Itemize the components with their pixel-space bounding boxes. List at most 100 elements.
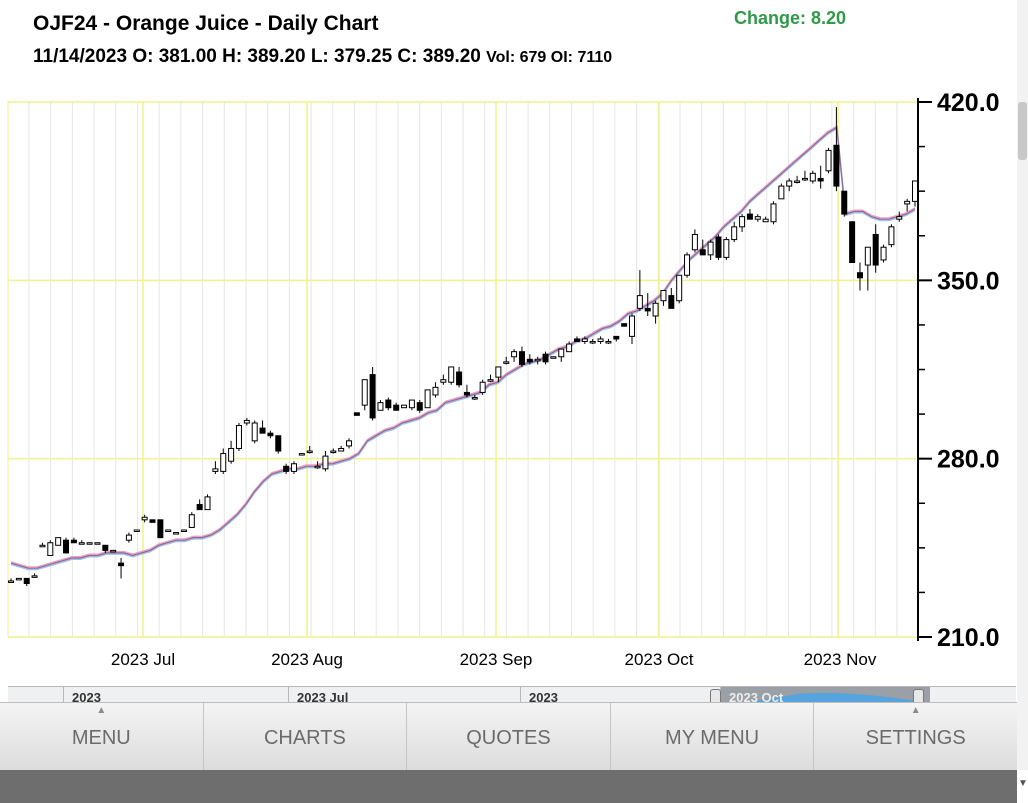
x-tick-label: 2023 Nov [804, 650, 877, 669]
candle-body [440, 379, 447, 383]
candle-body [731, 226, 738, 241]
candle-body [369, 374, 376, 419]
candle-body [235, 425, 242, 449]
candle-body [715, 236, 722, 258]
candle-body [872, 233, 879, 266]
settings-button-label: SETTINGS [865, 727, 966, 749]
candle-body [165, 529, 172, 532]
candle-body [644, 307, 651, 312]
candle-body [306, 450, 313, 454]
candle-body [794, 180, 801, 183]
scrollbar-thumb[interactable] [1018, 102, 1027, 160]
candle-body [463, 391, 470, 396]
candle-body [251, 422, 258, 442]
candle-body [699, 249, 706, 256]
candle-body [739, 216, 746, 228]
moving-average-line [10, 126, 916, 569]
candle-body [597, 338, 604, 342]
vol-oi: Vol: 679 OI: 7110 [486, 49, 613, 66]
candle-body [259, 427, 266, 434]
x-tick-label: 2023 Aug [271, 650, 343, 669]
chevron-up-icon: ▲ [910, 705, 921, 716]
candle-body [149, 519, 156, 523]
candle-body [817, 177, 824, 182]
x-tick-label: 2023 Jul [111, 650, 175, 669]
my-menu-button[interactable]: MY MENU [611, 703, 815, 771]
candle-body [322, 455, 329, 470]
candle-body [15, 577, 22, 581]
candle-body [393, 404, 400, 411]
candle-body [621, 323, 628, 327]
candle-body [707, 241, 714, 256]
candle-body [904, 200, 911, 205]
candle-body [70, 539, 77, 544]
candle-body [456, 371, 463, 386]
quotes-button[interactable]: QUOTES [407, 703, 611, 771]
candle-body [432, 386, 439, 396]
candle-body [188, 514, 195, 528]
candle-body [110, 549, 117, 553]
menu-button-label: MENU [71, 727, 131, 749]
candle-body [833, 144, 840, 187]
candle-body [896, 216, 903, 220]
candle-body [290, 463, 297, 472]
candle-body [684, 254, 691, 276]
candle-body [330, 450, 337, 454]
candle-body [864, 246, 871, 266]
candle-body [479, 381, 486, 393]
candle-body [487, 379, 494, 382]
candle-body [401, 404, 408, 409]
quotes-button-label: QUOTES [466, 727, 551, 749]
candle-body [589, 340, 596, 344]
candle-body [408, 399, 415, 409]
settings-button[interactable]: ▲ SETTINGS [814, 703, 1017, 771]
candle-body [346, 440, 353, 447]
candle-body [746, 213, 753, 220]
candle-body [825, 149, 832, 172]
candle-body [94, 542, 101, 545]
charts-button[interactable]: CHARTS [204, 703, 408, 771]
bottom-menu-bar: ▲ MENU CHARTS QUOTES MY MENU ▲ SETTINGS [0, 702, 1017, 771]
y-tick-label: 280.0 [937, 446, 1000, 474]
candle-body [204, 496, 211, 511]
navigator-label: 2023 [63, 687, 101, 707]
candle-body [841, 190, 848, 215]
candle-body [267, 432, 274, 437]
candle-body [47, 542, 54, 556]
price-chart[interactable]: 420.0 350.0 280.0 210.0 2023 Jul 2023 Aug 202… [0, 0, 1028, 700]
candle-body [856, 272, 863, 279]
candle-body [723, 239, 730, 258]
candle-body [613, 335, 620, 340]
candle-body [495, 366, 502, 378]
candle-body [39, 544, 46, 548]
candle-body [652, 302, 659, 317]
candle-body [471, 397, 478, 400]
candle-body [526, 358, 533, 363]
ohlc-values: 11/14/2023 O: 381.00 H: 389.20 L: 379.25… [33, 46, 481, 67]
y-tick-label: 210.0 [937, 624, 1000, 652]
candle-body [424, 389, 431, 409]
scroll-down-arrow-icon[interactable]: ▼ [1018, 778, 1028, 789]
candle-body [180, 529, 187, 532]
candle-body [691, 233, 698, 251]
ohlc-readout: 11/14/2023 O: 381.00 H: 389.20 L: 379.25… [33, 46, 612, 68]
y-tick-label: 350.0 [937, 267, 1000, 295]
candle-body [503, 361, 510, 364]
change-value: Change: 8.20 [734, 8, 847, 28]
candle-body [550, 356, 557, 359]
candle-body [534, 358, 541, 362]
candle-body [629, 315, 636, 337]
candle-body [157, 519, 164, 539]
candle-body [762, 218, 769, 223]
candle-body [55, 537, 62, 546]
navigator-label: 2023 [520, 687, 558, 707]
menu-button[interactable]: ▲ MENU [0, 703, 204, 771]
candle-body [23, 577, 30, 585]
x-tick-label: 2023 Sep [460, 650, 533, 669]
candle-body [801, 177, 808, 181]
candle-body [78, 542, 85, 545]
vertical-scrollbar[interactable] [1017, 0, 1028, 770]
candle-body [558, 348, 565, 358]
candle-body [770, 203, 777, 223]
candle-body [518, 351, 525, 365]
